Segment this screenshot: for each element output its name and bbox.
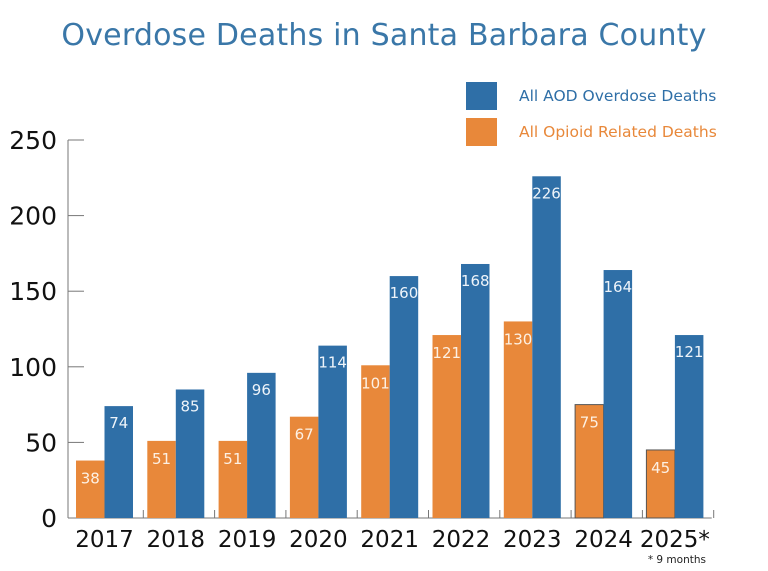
bar-aod bbox=[603, 270, 633, 518]
legend-swatch-aod bbox=[466, 82, 497, 110]
bar-opioid bbox=[218, 440, 248, 518]
data-label-aod: 164 bbox=[604, 278, 633, 296]
legend-item-aod: All AOD Overdose Deaths bbox=[466, 82, 716, 110]
bar-aod bbox=[674, 335, 704, 518]
y-tick-label: 200 bbox=[9, 202, 57, 231]
data-label-aod: 168 bbox=[461, 272, 490, 290]
data-label-aod: 74 bbox=[109, 414, 128, 432]
bar-opioid bbox=[76, 460, 105, 518]
data-label-aod: 121 bbox=[675, 343, 704, 361]
data-label-opioid: 101 bbox=[361, 374, 390, 392]
x-tick-label: 2023 bbox=[503, 527, 562, 553]
x-tick-label: 2021 bbox=[360, 527, 419, 553]
bar-aod bbox=[461, 263, 490, 518]
data-label-opioid: 130 bbox=[504, 330, 533, 348]
data-label-opioid: 45 bbox=[651, 459, 670, 477]
data-label-opioid: 38 bbox=[81, 470, 100, 488]
bar-aod bbox=[104, 406, 133, 518]
bar-opioid bbox=[361, 365, 390, 518]
legend-swatch-opioid bbox=[466, 118, 497, 146]
legend-label-aod: All AOD Overdose Deaths bbox=[519, 87, 717, 105]
bar-opioid bbox=[432, 335, 461, 518]
legend-label-opioid: All Opioid Related Deaths bbox=[519, 123, 717, 141]
bar-aod bbox=[532, 176, 561, 518]
y-tick-label: 100 bbox=[9, 353, 57, 382]
x-tick-label: 2022 bbox=[432, 527, 491, 553]
y-tick-label: 0 bbox=[41, 504, 57, 533]
bar-aod bbox=[389, 276, 419, 518]
data-label-opioid: 51 bbox=[152, 450, 171, 468]
data-label-opioid: 67 bbox=[295, 426, 314, 444]
footnote: * 9 months bbox=[648, 554, 706, 566]
x-tick-label: 2017 bbox=[75, 527, 134, 553]
bar-opioid bbox=[503, 321, 533, 518]
x-tick-label: 2018 bbox=[147, 527, 206, 553]
bar-aod bbox=[175, 389, 205, 518]
y-tick-label: 250 bbox=[9, 126, 57, 155]
y-tick-label: 50 bbox=[25, 428, 57, 457]
x-tick-label: 2020 bbox=[289, 527, 348, 553]
bar-aod bbox=[318, 345, 347, 518]
data-label-opioid: 75 bbox=[580, 414, 599, 432]
y-tick-label: 150 bbox=[9, 277, 57, 306]
x-tick-label: 2025* bbox=[640, 527, 710, 553]
x-tick-label: 2024 bbox=[574, 527, 633, 553]
data-label-aod: 96 bbox=[252, 381, 271, 399]
bar-aod bbox=[247, 372, 276, 518]
bar-opioid bbox=[147, 440, 176, 518]
data-label-aod: 85 bbox=[181, 397, 200, 415]
chart-title: Overdose Deaths in Santa Barbara County bbox=[61, 18, 707, 53]
data-label-opioid: 121 bbox=[432, 344, 461, 362]
data-label-opioid: 51 bbox=[223, 450, 242, 468]
bar-opioid bbox=[574, 404, 605, 519]
data-label-aod: 114 bbox=[318, 354, 347, 372]
data-label-aod: 160 bbox=[390, 284, 419, 302]
legend-item-opioid: All Opioid Related Deaths bbox=[466, 118, 717, 146]
bar-opioid bbox=[289, 416, 319, 518]
data-label-aod: 226 bbox=[532, 184, 561, 202]
x-tick-label: 2019 bbox=[218, 527, 277, 553]
